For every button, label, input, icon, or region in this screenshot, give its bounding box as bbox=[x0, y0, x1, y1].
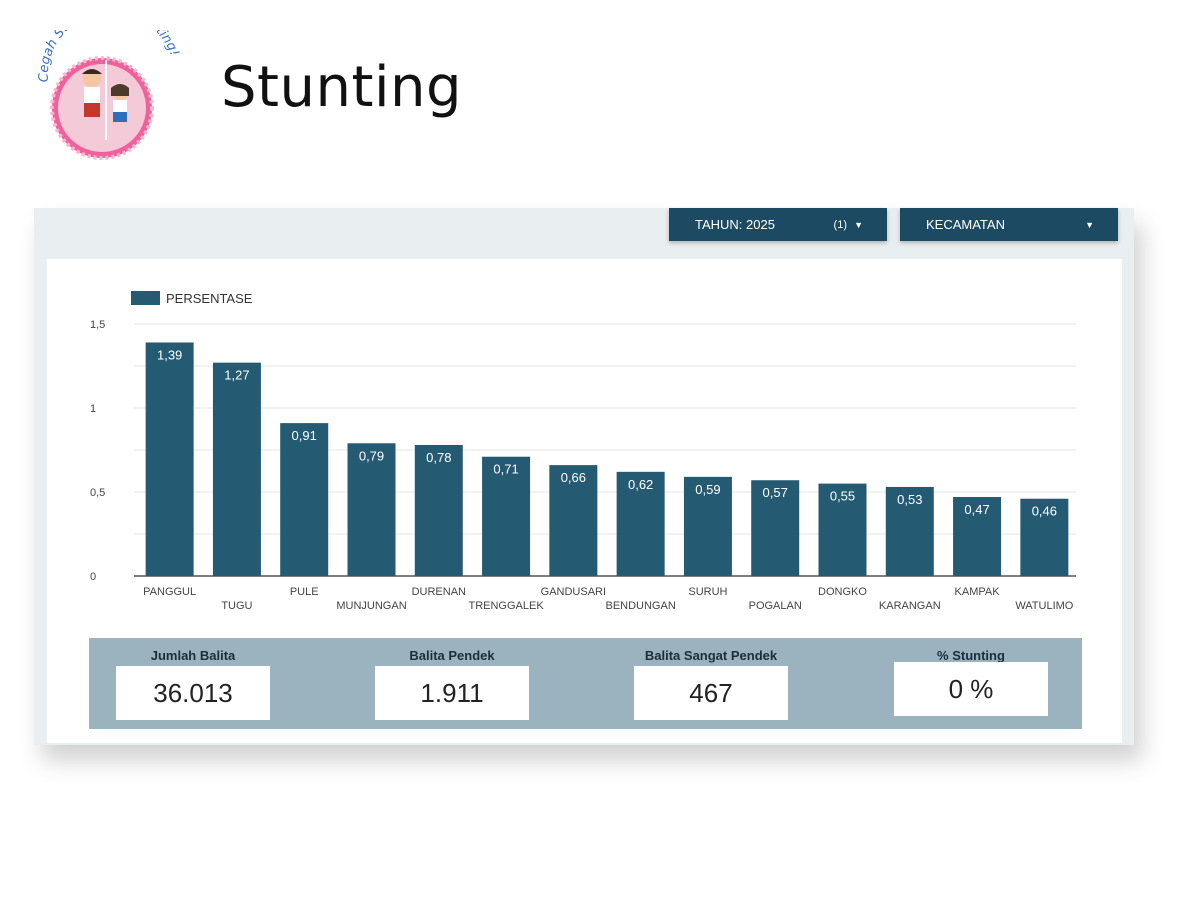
bar-value-label: 0,78 bbox=[426, 450, 451, 465]
bar bbox=[885, 486, 934, 576]
legend-swatch bbox=[131, 291, 160, 305]
bar-value-label: 0,53 bbox=[897, 492, 922, 507]
legend-label: PERSENTASE bbox=[166, 291, 253, 306]
x-tick-label: DURENAN bbox=[412, 586, 466, 598]
bar-value-label: 0,59 bbox=[695, 482, 720, 497]
summary-stats: Jumlah Balita 36.013 Balita Pendek 1.911… bbox=[89, 638, 1082, 729]
bar-value-label: 0,57 bbox=[763, 485, 788, 500]
dashboard-body: 0 0,5 1 1,5 1,39 1,27 0,91 0,79 0,78 0,71 0,66 0,6… bbox=[47, 259, 1122, 743]
bar bbox=[818, 483, 867, 576]
bar-value-label: 0,55 bbox=[830, 489, 855, 504]
bar-value-label: 0,46 bbox=[1032, 504, 1057, 519]
y-tick-label: 0,5 bbox=[90, 487, 105, 499]
bar bbox=[616, 471, 665, 576]
bar bbox=[549, 465, 598, 576]
stat-label: Jumlah Balita bbox=[150, 648, 236, 663]
bar bbox=[1020, 498, 1069, 576]
bar-value-label: 0,47 bbox=[964, 502, 989, 517]
stat-value: 36.013 bbox=[116, 666, 270, 720]
bar-chart: 0 0,5 1 1,5 1,39 1,27 0,91 0,79 0,78 0,71 0,66 0,6… bbox=[76, 268, 1101, 630]
x-tick-label: TUGU bbox=[221, 600, 252, 612]
y-tick-label: 0 bbox=[90, 571, 96, 583]
bar bbox=[145, 342, 194, 576]
bar bbox=[280, 423, 329, 576]
stat-label: Balita Pendek bbox=[409, 648, 495, 663]
x-tick-label: KAMPAK bbox=[955, 586, 1001, 598]
x-tick-label: KARANGAN bbox=[879, 600, 941, 612]
bar bbox=[683, 476, 732, 576]
district-filter-dropdown[interactable]: KECAMATAN ▼ bbox=[900, 208, 1118, 241]
bar-value-label: 1,27 bbox=[224, 368, 249, 383]
bar-value-label: 1,39 bbox=[157, 347, 182, 362]
x-tick-label: PULE bbox=[290, 586, 319, 598]
slide-title: Stunting bbox=[221, 55, 463, 120]
caret-down-icon: ▼ bbox=[854, 219, 863, 230]
bar bbox=[347, 443, 396, 576]
bar bbox=[414, 444, 463, 576]
bar bbox=[212, 362, 261, 576]
bar-value-label: 0,66 bbox=[561, 470, 586, 485]
stat-label: % Stunting bbox=[937, 648, 1005, 663]
y-tick-label: 1,5 bbox=[90, 319, 105, 331]
bar-value-label: 0,79 bbox=[359, 448, 384, 463]
stat-label: Balita Sangat Pendek bbox=[644, 648, 778, 663]
x-tick-label: POGALAN bbox=[749, 600, 802, 612]
district-filter-label: KECAMATAN bbox=[926, 217, 1005, 232]
bar-value-label: 0,91 bbox=[292, 428, 317, 443]
caret-down-icon: ▼ bbox=[1085, 219, 1094, 230]
bar-value-label: 0,62 bbox=[628, 477, 653, 492]
x-tick-label: PANGGUL bbox=[143, 586, 196, 598]
bar bbox=[953, 497, 1002, 576]
x-tick-label: TRENGGALEK bbox=[468, 600, 544, 612]
x-tick-label: DONGKO bbox=[818, 586, 867, 598]
stat-value: 467 bbox=[634, 666, 788, 720]
bar-value-label: 0,71 bbox=[493, 462, 518, 477]
year-filter-dropdown[interactable]: TAHUN: 2025 (1) ▼ bbox=[669, 208, 887, 241]
bar bbox=[482, 456, 531, 576]
x-tick-label: GANDUSARI bbox=[541, 586, 606, 598]
y-tick-label: 1 bbox=[90, 403, 96, 415]
stat-value: 0 % bbox=[894, 662, 1048, 716]
year-filter-count: (1) bbox=[833, 218, 847, 231]
x-tick-label: SURUH bbox=[688, 586, 727, 598]
x-tick-label: MUNJUNGAN bbox=[336, 600, 406, 612]
cegah-stunting-logo: Cegah Stunting, Itu Penting! bbox=[36, 2, 182, 160]
year-filter-label: TAHUN: 2025 bbox=[695, 217, 775, 232]
bar bbox=[751, 480, 800, 576]
dashboard-panel: TAHUN: 2025 (1) ▼ KECAMATAN ▼ 0 0,5 1 1,5 1… bbox=[34, 208, 1134, 745]
x-tick-label: WATULIMO bbox=[1015, 600, 1073, 612]
stat-value: 1.911 bbox=[375, 666, 529, 720]
bar-chart-svg: 0 0,5 1 1,5 1,39 1,27 0,91 0,79 0,78 0,71 0,66 0,6… bbox=[90, 291, 1076, 612]
x-tick-label: BENDUNGAN bbox=[605, 600, 675, 612]
